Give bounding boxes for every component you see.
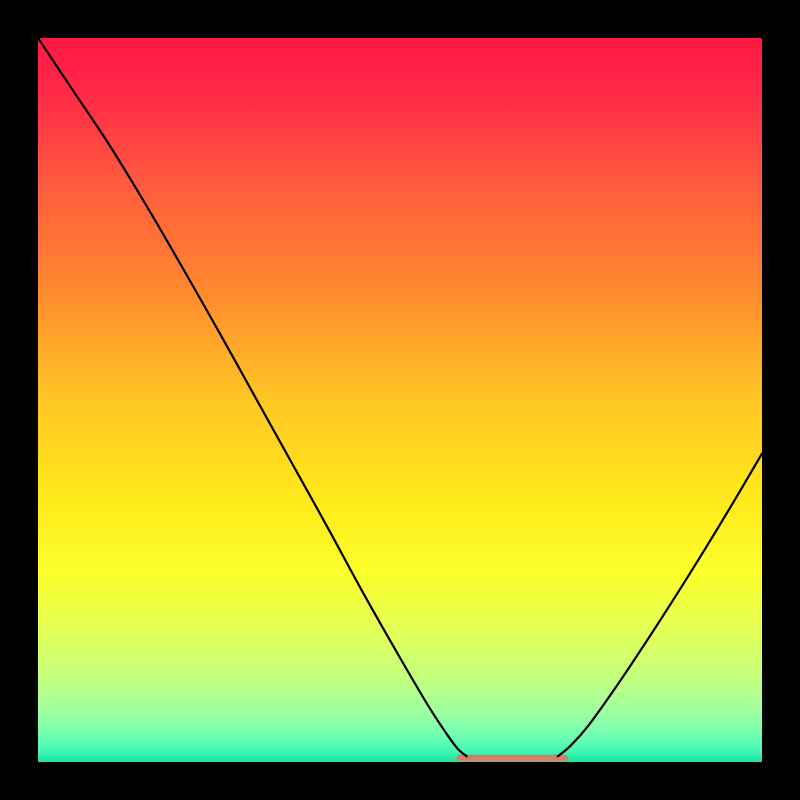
plot-area — [0, 0, 800, 800]
gradient-background — [38, 38, 762, 762]
stage: TheBottleneck.com — [0, 0, 800, 800]
bottleneck-chart — [0, 0, 800, 800]
